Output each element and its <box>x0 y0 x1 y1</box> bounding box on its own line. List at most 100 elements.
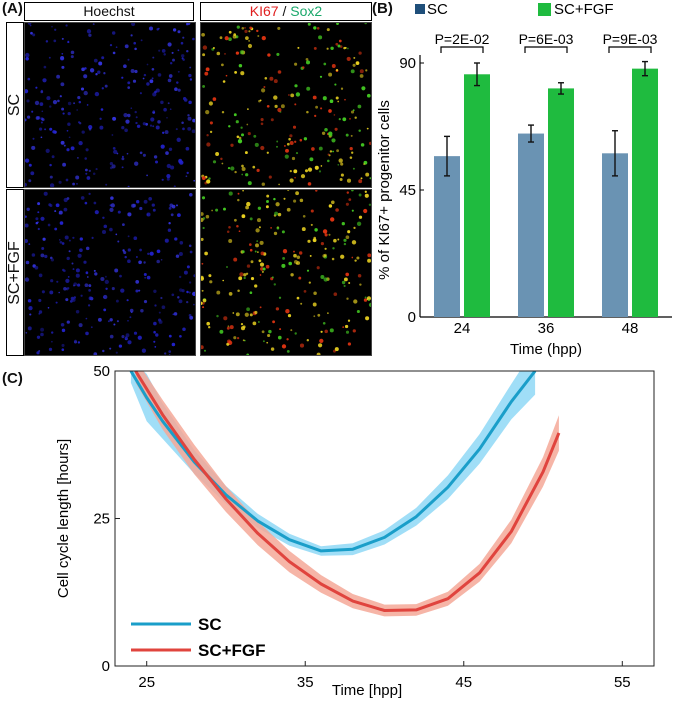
cell-nucleus-dot <box>334 347 339 352</box>
cell-nucleus-dot <box>80 294 83 297</box>
cell-nucleus-dot <box>294 103 297 106</box>
cell-nucleus-dot <box>335 68 339 72</box>
cell-nucleus-dot <box>257 206 262 210</box>
cell-nucleus-dot <box>49 183 55 188</box>
cell-nucleus-dot <box>75 268 80 273</box>
cell-nucleus-dot <box>192 37 195 41</box>
cell-nucleus-dot <box>24 215 27 218</box>
cell-nucleus-dot <box>173 312 178 316</box>
cell-nucleus-dot <box>78 140 83 146</box>
legend-swatch-sc <box>415 4 425 14</box>
cell-nucleus-dot <box>352 167 355 170</box>
cell-nucleus-dot <box>134 69 138 74</box>
cell-nucleus-dot <box>154 90 157 94</box>
cell-nucleus-dot <box>345 235 350 240</box>
cell-nucleus-dot <box>348 198 352 201</box>
cell-nucleus-dot <box>130 107 133 109</box>
cell-nucleus-dot <box>154 346 157 348</box>
cell-nucleus-dot <box>238 63 243 68</box>
cell-nucleus-dot <box>163 53 166 56</box>
cell-nucleus-dot <box>240 322 244 326</box>
cell-nucleus-dot <box>119 274 122 278</box>
cell-nucleus-dot <box>57 99 60 103</box>
cell-nucleus-dot <box>357 104 362 109</box>
cell-nucleus-dot <box>303 290 307 293</box>
cell-nucleus-dot <box>34 265 39 270</box>
legend-label-sc-fgf: SC+FGF <box>554 1 614 18</box>
cell-nucleus-dot <box>98 61 103 66</box>
cell-nucleus-dot <box>121 76 124 79</box>
cell-nucleus-dot <box>256 29 259 33</box>
cell-nucleus-dot <box>322 229 328 234</box>
cell-nucleus-dot <box>205 67 210 72</box>
cell-nucleus-dot <box>343 242 347 246</box>
cell-nucleus-dot <box>294 140 297 143</box>
cell-nucleus-dot <box>311 147 315 151</box>
cell-nucleus-dot <box>134 47 137 51</box>
cell-nucleus-dot <box>28 305 33 311</box>
cell-nucleus-dot <box>343 238 347 242</box>
cell-nucleus-dot <box>118 344 123 348</box>
cell-nucleus-dot <box>113 323 116 326</box>
cell-nucleus-dot <box>306 339 309 342</box>
cell-nucleus-dot <box>286 142 290 146</box>
cell-nucleus-dot <box>175 128 178 131</box>
cell-nucleus-dot <box>85 172 88 175</box>
cell-nucleus-dot <box>70 55 74 59</box>
cell-nucleus-dot <box>182 127 185 131</box>
cell-nucleus-dot <box>305 60 311 65</box>
cell-nucleus-dot <box>104 275 107 278</box>
cell-nucleus-dot <box>76 109 79 111</box>
cell-nucleus-dot <box>276 52 280 56</box>
cell-nucleus-dot <box>280 104 285 109</box>
cell-nucleus-dot <box>233 113 237 117</box>
cell-nucleus-dot <box>265 264 270 269</box>
cell-nucleus-dot <box>34 100 40 106</box>
cell-nucleus-dot <box>366 296 372 301</box>
cell-nucleus-dot <box>47 306 50 309</box>
cell-nucleus-dot <box>233 336 237 340</box>
cell-nucleus-dot <box>104 279 109 285</box>
cell-nucleus-dot <box>41 110 44 113</box>
cell-nucleus-dot <box>116 320 119 323</box>
cell-nucleus-dot <box>306 86 311 91</box>
cell-nucleus-dot <box>78 121 81 124</box>
cell-nucleus-dot <box>222 80 226 83</box>
cell-nucleus-dot <box>127 113 131 118</box>
cell-nucleus-dot <box>38 298 42 303</box>
cell-nucleus-dot <box>124 255 127 259</box>
cell-nucleus-dot <box>252 321 257 326</box>
bar-x-axis-label: Time (hpp) <box>510 341 582 358</box>
cell-nucleus-dot <box>177 49 180 52</box>
cell-nucleus-dot <box>368 203 372 206</box>
cell-nucleus-dot <box>356 309 360 314</box>
cell-nucleus-dot <box>206 142 211 147</box>
cell-nucleus-dot <box>170 213 174 217</box>
cell-nucleus-dot <box>206 134 209 137</box>
cell-nucleus-dot <box>209 280 213 284</box>
cell-nucleus-dot <box>156 259 160 264</box>
cell-nucleus-dot <box>241 164 244 168</box>
cell-nucleus-dot <box>54 227 58 231</box>
cell-nucleus-dot <box>288 94 290 96</box>
cell-nucleus-dot <box>29 313 32 316</box>
cell-nucleus-dot <box>241 250 245 254</box>
cell-nucleus-dot <box>170 62 173 65</box>
cell-nucleus-dot <box>338 39 342 43</box>
cell-nucleus-dot <box>42 237 46 241</box>
cell-nucleus-dot <box>351 256 354 259</box>
cell-nucleus-dot <box>97 317 102 322</box>
cell-nucleus-dot <box>307 239 311 243</box>
micrograph-merge-sc <box>200 21 373 188</box>
cell-nucleus-dot <box>29 24 32 27</box>
cell-nucleus-dot <box>66 197 70 200</box>
cell-nucleus-dot <box>351 209 354 212</box>
cell-nucleus-dot <box>36 351 40 355</box>
cell-nucleus-dot <box>313 26 317 30</box>
cell-nucleus-dot <box>246 264 251 268</box>
cell-nucleus-dot <box>313 291 317 295</box>
cell-nucleus-dot <box>38 350 41 352</box>
cell-nucleus-dot <box>182 36 185 39</box>
cell-nucleus-dot <box>84 67 87 70</box>
cell-nucleus-dot <box>306 110 309 114</box>
